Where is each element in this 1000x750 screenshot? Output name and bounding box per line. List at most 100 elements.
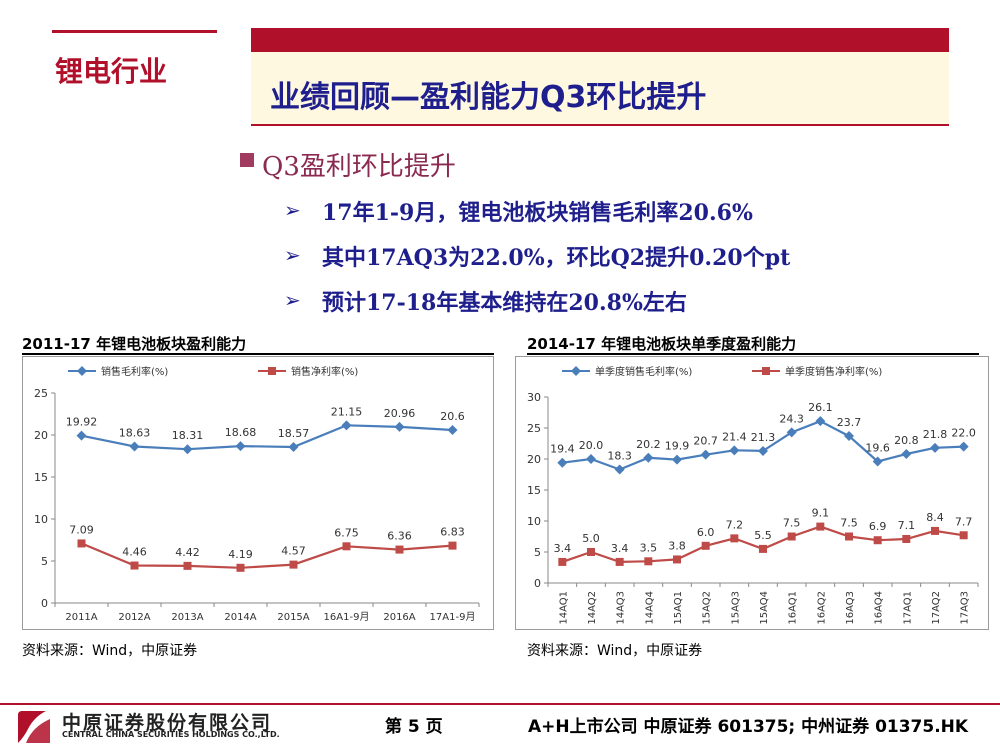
chart-2-series-2-point xyxy=(816,522,825,531)
chart-1-series-2-data-label: 6.36 xyxy=(387,530,412,543)
chart-2-series-2-point xyxy=(558,557,567,566)
chart-2-series-1-data-label: 21.8 xyxy=(923,428,948,441)
chart-2-series-2-point xyxy=(730,534,739,543)
chart-2-series-2-point xyxy=(644,557,653,566)
company-logo-icon xyxy=(18,711,50,743)
chart-2-legend-marker xyxy=(762,367,770,375)
chart-2-series-1-point xyxy=(930,442,940,453)
chart-2-y-tick-label: 5 xyxy=(534,546,541,559)
chart-1-series-1-point xyxy=(235,441,246,452)
chart-2-series-2-data-label: 7.7 xyxy=(955,515,973,528)
chart-2-series-2-data-label: 3.4 xyxy=(554,542,572,555)
chart-2-series-2-data-label: 6.0 xyxy=(697,526,715,539)
chart-2-series-2-data-label: 6.9 xyxy=(869,520,887,533)
chart-2-x-tick-label: 15AQ4 xyxy=(759,591,770,625)
chart-1-series-1-data-label: 20.96 xyxy=(384,407,416,420)
chart-2-series-2-point xyxy=(615,557,624,566)
chart-2-x-tick-label: 17AQ1 xyxy=(902,591,913,625)
company-name-en: CENTRAL CHINA SECURITIES HOLDINGS CO.,LT… xyxy=(62,730,280,739)
chart-2-series-1-point xyxy=(958,441,969,452)
chart-2-series-1-point xyxy=(643,452,654,463)
section-rule xyxy=(52,30,217,33)
chart-2-series-1-data-label: 24.3 xyxy=(779,412,804,425)
chart-2-series-1-point xyxy=(700,449,711,460)
chart-2-series-1-data-label: 23.7 xyxy=(837,416,862,429)
chart-1-series-2-data-label: 4.46 xyxy=(122,546,147,559)
chart-2-series-1-data-label: 19.9 xyxy=(665,440,690,453)
chart-1-series-2-line xyxy=(81,542,453,569)
chart-2-title: 2014-17 年锂电池板块单季度盈利能力 xyxy=(527,335,797,353)
title-bar xyxy=(251,28,949,52)
chart-2-x-tick-label: 14AQ2 xyxy=(587,591,598,625)
sub-bullet-3: 预计17-18年基本维持在20.8%左右 xyxy=(322,290,687,316)
chart-2-x-tick-label: 14AQ3 xyxy=(616,591,627,625)
chart-1-series-2-data-label: 6.83 xyxy=(440,526,465,539)
chart-2-series-1-point xyxy=(815,416,826,427)
chart-2-series-1-data-label: 22.0 xyxy=(951,427,976,440)
chart-2-x-tick-label: 14AQ4 xyxy=(644,591,655,625)
main-bullet: Q3盈利环比提升 xyxy=(262,152,456,182)
chart-1-series-1-line xyxy=(81,424,453,451)
chart-1-series-2-data-label: 4.19 xyxy=(228,548,253,561)
chart-2-x-tick-label: 15AQ1 xyxy=(673,591,684,625)
chart-2-series-2-point xyxy=(673,555,681,564)
chart-2-x-tick-label: 16AQ1 xyxy=(788,591,799,625)
chart-2-x-tick-label: 16AQ2 xyxy=(816,591,827,625)
chart-1-series-2-data-label: 4.57 xyxy=(281,545,306,558)
chart-2-y-tick-label: 15 xyxy=(527,484,541,497)
chart-2-series-1-point xyxy=(614,464,625,475)
chart-1-x-tick-label: 2016A xyxy=(383,612,415,623)
chart-1-legend-label: 销售净利率(%) xyxy=(291,365,358,378)
chart-2-series-2-point xyxy=(873,536,882,545)
chart-2-series-2-data-label: 7.2 xyxy=(726,518,744,531)
chart-1-legend-marker xyxy=(77,366,87,376)
chart-2-series-2-data-label: 3.4 xyxy=(611,542,629,555)
square-bullet-icon xyxy=(240,153,254,167)
chart-2-series-1-data-label: 19.6 xyxy=(865,441,890,454)
chart-2-legend-label: 单季度销售净利率(%) xyxy=(785,365,882,378)
chart-2-series-1-point xyxy=(672,454,682,465)
chart-2-series-1-point xyxy=(586,454,596,464)
chart-1-y-tick-label: 15 xyxy=(34,471,48,484)
chart-2-series-1-point xyxy=(729,445,740,456)
sub-bullet-1: 17年1-9月，锂电池板块销售毛利率20.6% xyxy=(322,200,753,226)
chart-2-series-1-data-label: 18.3 xyxy=(607,450,632,463)
chart-1-series-1-data-label: 21.15 xyxy=(331,405,363,418)
arrow-bullet-icon: ➢ xyxy=(284,288,301,312)
chart-2-series-1-point xyxy=(557,457,568,468)
footer-line xyxy=(0,703,1000,705)
chart-2-series-2-point xyxy=(902,534,911,543)
chart-1-y-tick-label: 10 xyxy=(34,513,48,526)
chart-2-series-1-data-label: 21.3 xyxy=(751,431,776,444)
chart-2-series-2-point xyxy=(931,526,939,535)
chart-2-series-2-data-label: 7.1 xyxy=(898,519,916,532)
chart-1-y-tick-label: 25 xyxy=(34,387,48,400)
chart-1-x-tick-label: 2012A xyxy=(118,612,150,623)
chart-1-series-1-data-label: 18.63 xyxy=(119,427,151,440)
chart-2-series-1-point xyxy=(872,456,883,467)
chart-1-title-rule xyxy=(22,353,494,355)
chart-2-series-2-data-label: 3.5 xyxy=(640,541,658,554)
chart-2-series-1-point xyxy=(844,431,854,442)
chart-2-frame: 0 5 10 15 20 25 30 14AQ1 14AQ2 14AQ3 14AQ4 15AQ1 15A… xyxy=(515,356,989,630)
chart-2-y-tick-label: 0 xyxy=(534,577,541,590)
chart-1-x-tick-label: 2013A xyxy=(171,612,203,623)
stock-ticker: A+H上市公司 中原证券 601375; 中州证券 01375.HK xyxy=(528,717,969,737)
chart-1-x-tick-label: 2011A xyxy=(65,612,97,623)
chart-1-title: 2011-17 年锂电池板块盈利能力 xyxy=(22,335,247,353)
chart-2-x-tick-label: 15AQ3 xyxy=(730,591,741,625)
chart-1-frame: 0 5 10 15 20 25 2011A 2012A 2013A 2014A 2015A 16A1-… xyxy=(22,356,494,630)
chart-1-series-1-point xyxy=(447,424,458,435)
chart-1-series-1-data-label: 19.92 xyxy=(66,416,98,429)
chart-2-series-2-point xyxy=(701,541,710,550)
chart-1-y-tick-label: 5 xyxy=(41,555,48,568)
chart-1-series-2-point xyxy=(448,541,457,550)
page-number: 第 5 页 xyxy=(385,717,443,737)
chart-1-legend-label: 销售毛利率(%) xyxy=(101,365,168,378)
chart-2-series-1-data-label: 26.1 xyxy=(808,401,833,414)
chart-1-y-tick-label: 0 xyxy=(41,597,48,610)
chart-2-series-2-data-label: 5.0 xyxy=(582,532,600,545)
chart-2-x-tick-label: 15AQ2 xyxy=(702,591,713,625)
chart-2-series-2-point xyxy=(759,544,767,553)
chart-2-series-2-point xyxy=(787,532,796,541)
